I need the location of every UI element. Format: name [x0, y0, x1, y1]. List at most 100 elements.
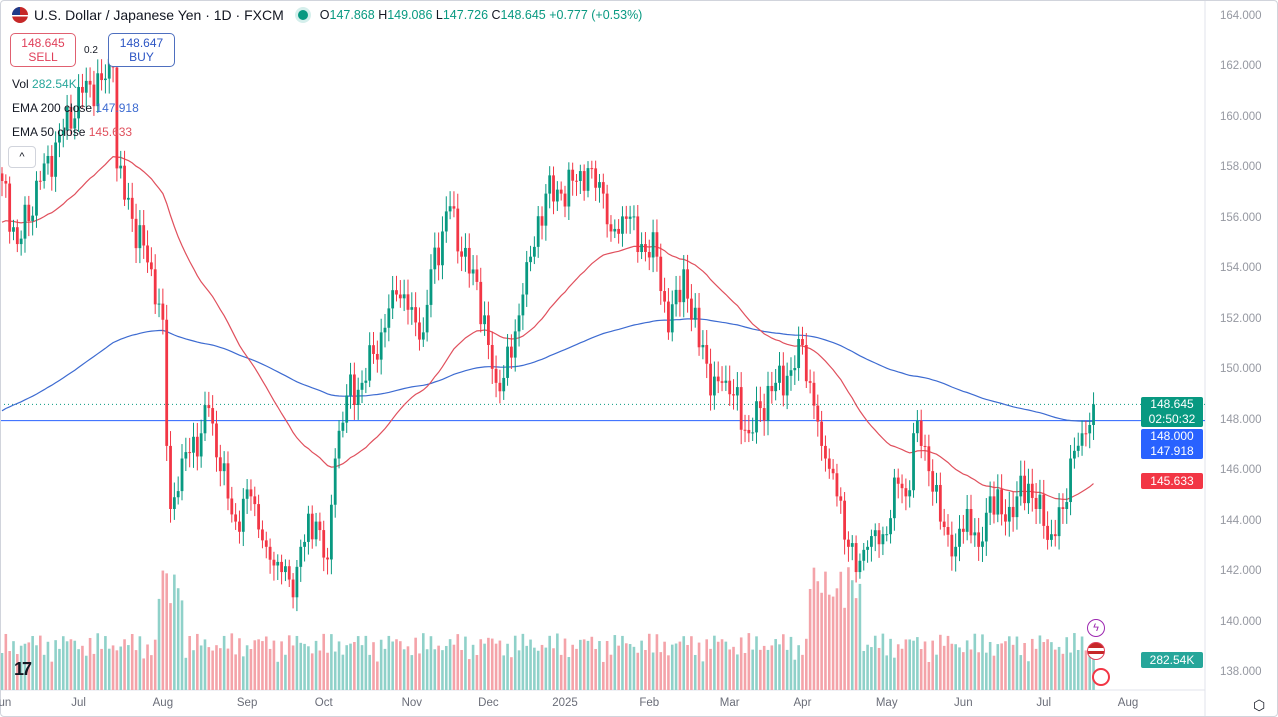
tradingview-logo[interactable]: 17: [14, 659, 32, 679]
legend-ema200[interactable]: EMA 200 close 147.918: [12, 101, 139, 115]
candle-body: [697, 307, 701, 348]
candle-body: [835, 473, 839, 497]
candle-body: [621, 216, 624, 234]
candle-body: [69, 107, 73, 129]
candle-body: [498, 382, 502, 392]
candle-body: [226, 463, 230, 499]
candle-body: [104, 78, 107, 81]
volume-bar: [211, 650, 214, 690]
candle-body: [299, 546, 303, 567]
candle-body: [663, 291, 666, 302]
sell-label: SELL: [28, 50, 58, 64]
candle-body: [42, 163, 46, 181]
candle-body: [954, 546, 958, 557]
candle-body: [1061, 507, 1065, 509]
candle-body: [322, 530, 326, 558]
candle-body: [0, 173, 4, 181]
us-economic-event-icon[interactable]: [1087, 642, 1105, 660]
volume-bar: [996, 644, 1000, 690]
volume-bar: [299, 642, 303, 690]
candle-body: [444, 211, 448, 232]
buy-label: BUY: [129, 50, 154, 64]
volume-bar: [1023, 643, 1026, 690]
candle-body: [100, 73, 103, 81]
candle-body: [425, 304, 429, 333]
candle-body: [464, 247, 467, 257]
collapse-legend-button[interactable]: ^: [8, 146, 36, 168]
buy-button[interactable]: 148.647 BUY: [108, 33, 175, 67]
lightning-event-icon[interactable]: ϟ: [1087, 619, 1105, 637]
candle-body: [919, 420, 923, 446]
volume-bar: [850, 580, 854, 690]
candle-body: [617, 228, 621, 234]
candle-body: [735, 387, 739, 396]
candle-body: [873, 530, 877, 537]
candle-body: [38, 180, 42, 182]
candle-body: [789, 370, 793, 376]
dividend-events-icon[interactable]: [1092, 668, 1110, 686]
candle-body: [490, 344, 494, 369]
volume-bar: [590, 636, 594, 690]
volume-bar: [751, 649, 754, 690]
candle-body: [862, 549, 866, 561]
candle-body: [1034, 497, 1038, 509]
volume-bar: [169, 603, 172, 690]
candle-body: [601, 182, 605, 194]
settings-gear-icon[interactable]: ⬡: [1253, 697, 1266, 713]
volume-bar: [81, 645, 84, 690]
candle-body: [1080, 433, 1084, 446]
volume-bar: [257, 639, 260, 690]
candle-body: [544, 193, 548, 226]
ema50-label: EMA 50 close: [12, 125, 86, 139]
candle-body: [1057, 507, 1061, 537]
candle-body: [709, 363, 712, 396]
candle-body: [559, 189, 563, 194]
close-label: C: [491, 8, 501, 22]
candle-body: [866, 546, 869, 550]
sell-button[interactable]: 148.645 SELL: [10, 33, 76, 67]
candle-body: [647, 251, 651, 258]
candle-body: [804, 344, 808, 382]
volume-bar: [881, 633, 885, 690]
symbol-title[interactable]: U.S. Dollar / Japanese Yen · 1D · FXCM: [34, 7, 284, 23]
high-label: H: [378, 8, 388, 22]
volume-bar: [372, 642, 375, 690]
candle-body: [333, 458, 337, 505]
legend-ema50[interactable]: EMA 50 close 145.633: [12, 125, 132, 139]
candle-body: [460, 251, 463, 257]
volume-bar: [720, 639, 724, 690]
volume-bar: [762, 645, 766, 690]
volume-bar: [1084, 650, 1088, 690]
volume-bar: [322, 633, 326, 690]
candle-body: [12, 227, 15, 232]
volume-bar: [19, 645, 23, 690]
volume-bar: [985, 652, 988, 690]
candle-body: [946, 527, 950, 535]
volume-bar: [39, 635, 42, 690]
candle-body: [1073, 450, 1076, 459]
volume-bar: [483, 643, 486, 690]
volume-bar: [628, 644, 632, 690]
ema200-value: 147.918: [95, 101, 139, 115]
candle-body: [452, 206, 456, 209]
candle-body: [843, 500, 846, 540]
candle-body: [931, 471, 935, 492]
last-price: 148.645: [1150, 397, 1194, 411]
candle-body: [291, 579, 295, 598]
candle-body: [1053, 534, 1057, 537]
ohlc-values: O147.868 H149.086 L147.726 C148.645 +0.7…: [320, 8, 643, 22]
volume-bar: [667, 655, 670, 690]
price-tick: 156.000: [1220, 211, 1262, 224]
candle-body: [605, 193, 609, 225]
sell-price: 148.645: [21, 36, 65, 50]
volume-bar: [510, 657, 513, 690]
volume-bar: [123, 639, 126, 690]
volume-bar: [935, 654, 938, 690]
volume-bar: [1053, 649, 1057, 690]
candle-body: [927, 446, 931, 472]
volume-bar: [192, 650, 195, 690]
volume-bar: [548, 635, 551, 690]
volume-bar: [1061, 653, 1065, 690]
legend-volume[interactable]: Vol 282.54K: [12, 77, 77, 91]
